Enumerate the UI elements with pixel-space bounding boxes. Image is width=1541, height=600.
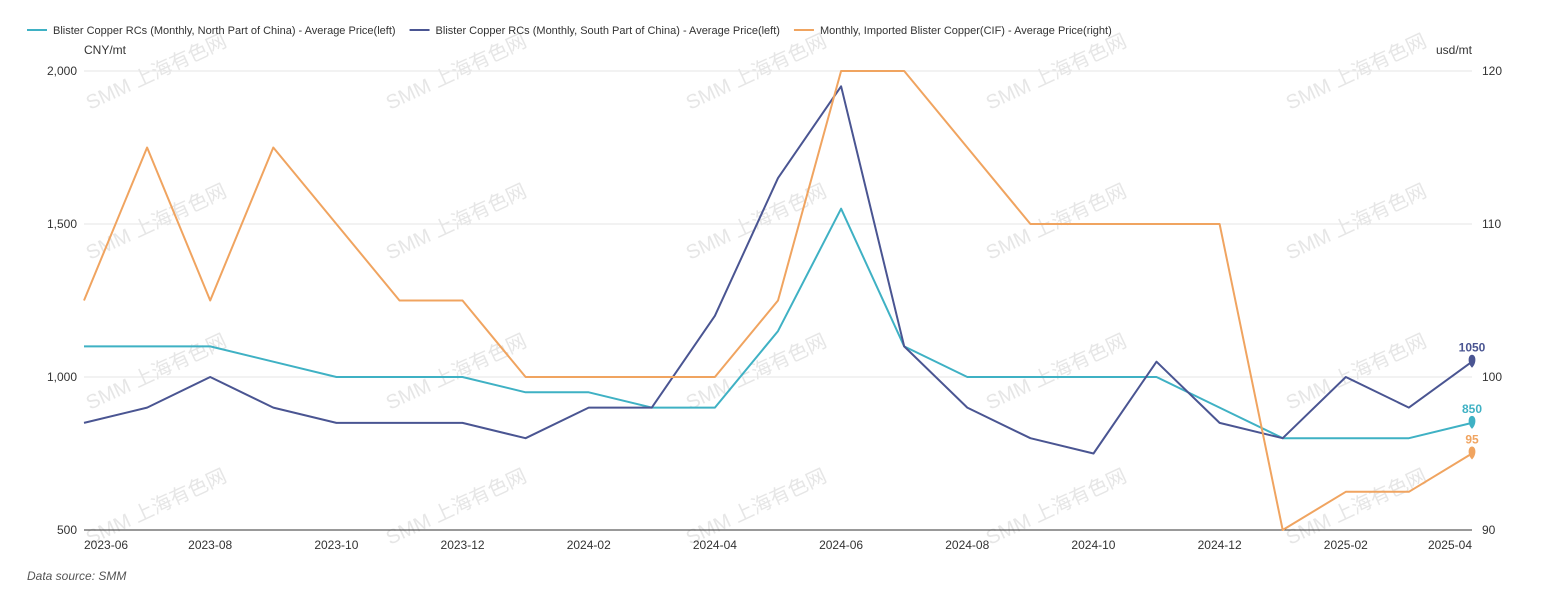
watermark-text: SMM 上海有色网	[1282, 464, 1430, 549]
watermark-text: SMM 上海有色网	[382, 179, 530, 264]
x-tick-label: 2024-10	[1071, 538, 1115, 552]
x-tick-label: 2024-02	[567, 538, 611, 552]
right-axis: 90 100 110 120	[1482, 64, 1502, 537]
right-tick-label: 100	[1482, 370, 1502, 384]
x-tick-label: 2023-06	[84, 538, 128, 552]
series-end-label: 1050	[1459, 341, 1486, 355]
right-tick-label: 90	[1482, 523, 1496, 537]
x-tick-label: 2025-02	[1324, 538, 1368, 552]
left-tick-label: 1,500	[47, 217, 77, 231]
watermark-text: SMM 上海有色网	[82, 464, 230, 549]
watermark-text: SMM 上海有色网	[982, 464, 1130, 549]
right-axis-unit: usd/mt	[1436, 43, 1473, 57]
right-tick-label: 120	[1482, 64, 1502, 78]
grid-lines	[84, 70, 1472, 531]
watermark-text: SMM 上海有色网	[82, 329, 230, 414]
watermark-text: SMM 上海有色网	[1282, 29, 1430, 114]
legend-label: Monthly, Imported Blister Copper(CIF) - …	[820, 25, 1112, 37]
series-line	[83, 85, 1473, 455]
watermark-text: SMM 上海有色网	[982, 29, 1130, 114]
watermark-layer: SMM 上海有色网 SMM 上海有色网 SMM 上海有色网 SMM 上海有色网 SMM …	[82, 29, 1430, 549]
left-axis: 500 1,000 1,500 2,000	[47, 64, 77, 537]
series-end-marker	[1468, 415, 1476, 429]
watermark-text: SMM 上海有色网	[682, 464, 830, 549]
watermark-text: SMM 上海有色网	[382, 329, 530, 414]
x-axis: 2023-06 2023-08 2023-10 2023-12 2024-02 2024-…	[84, 538, 1472, 552]
watermark-text: SMM 上海有色网	[982, 329, 1130, 414]
data-source-note: Data source: SMM	[27, 569, 127, 583]
series-end-label: 850	[1462, 402, 1482, 416]
x-tick-label: 2024-12	[1198, 538, 1242, 552]
x-tick-label: 2023-12	[441, 538, 485, 552]
series-end-marker	[1468, 354, 1476, 368]
x-tick-label: 2024-06	[819, 538, 863, 552]
watermark-text: SMM 上海有色网	[1282, 329, 1430, 414]
x-tick-label: 2025-04	[1428, 538, 1472, 552]
watermark-text: SMM 上海有色网	[682, 329, 830, 414]
left-tick-label: 2,000	[47, 64, 77, 78]
legend-label: Blister Copper RCs (Monthly, North Part …	[53, 25, 396, 37]
watermark-text: SMM 上海有色网	[382, 464, 530, 549]
x-tick-label: 2024-08	[945, 538, 989, 552]
legend-item[interactable]: Monthly, Imported Blister Copper(CIF) - …	[793, 25, 1112, 37]
legend-item[interactable]: Blister Copper RCs (Monthly, South Part …	[409, 25, 780, 37]
series-end-marker	[1468, 446, 1476, 460]
left-tick-label: 500	[57, 523, 77, 537]
legend-item[interactable]: Blister Copper RCs (Monthly, North Part …	[27, 25, 396, 37]
x-tick-label: 2024-04	[693, 538, 737, 552]
x-tick-label: 2023-10	[314, 538, 358, 552]
left-tick-label: 1,000	[47, 370, 77, 384]
legend-label: Blister Copper RCs (Monthly, South Part …	[436, 25, 780, 37]
watermark-text: SMM 上海有色网	[382, 29, 530, 114]
legend[interactable]: Blister Copper RCs (Monthly, North Part …	[27, 25, 1112, 37]
series-layer: 850 1050 95	[83, 70, 1486, 531]
series-line	[83, 70, 1473, 531]
series-end-label: 95	[1465, 433, 1479, 447]
x-tick-label: 2023-08	[188, 538, 232, 552]
right-tick-label: 110	[1482, 217, 1501, 231]
watermark-text: SMM 上海有色网	[682, 29, 830, 114]
series-line	[84, 207, 1473, 440]
left-axis-unit: CNY/mt	[84, 43, 127, 57]
watermark-text: SMM 上海有色网	[1282, 179, 1430, 264]
